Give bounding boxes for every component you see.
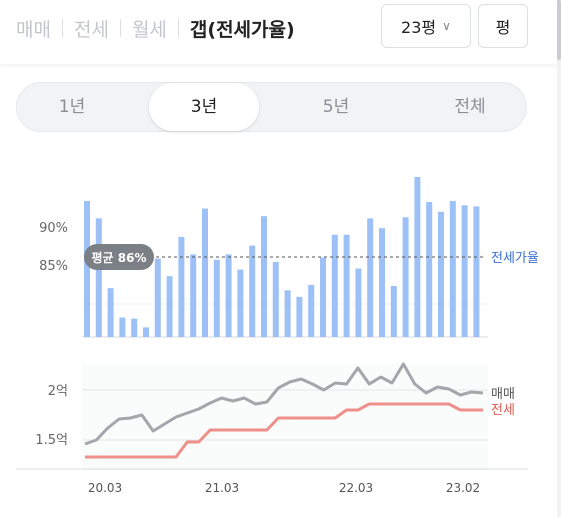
tab-jeonse[interactable]: 전세 [73,18,109,41]
price-series-line [84,362,484,446]
ratio-bar [131,318,138,337]
ratio-bar [308,284,315,337]
price-xtick: 22.03 [339,481,373,495]
ratio-bar [379,228,385,337]
average-badge [84,244,154,270]
ratio-bar [390,285,397,337]
period-1y[interactable]: 1년 [58,97,86,117]
ratio-series-label: 전세가율 [491,251,539,266]
period-5y[interactable]: 5년 [322,97,350,117]
tab-gap-ratio[interactable]: 갭(전세가율) [189,18,295,41]
ratio-bar [296,296,303,337]
ratio-bar [202,208,208,337]
ratio-bar [143,327,149,337]
ratio-bar [107,288,114,337]
price-ytick-2: 2억 [48,384,68,399]
ratio-bar [426,202,433,337]
chevron-down-icon: ∨ [442,19,451,33]
ratio-bar [154,258,161,337]
ratio-bar [331,234,338,337]
ratio-bar [213,259,220,337]
period-all[interactable]: 전체 [454,97,486,117]
pyeong-select[interactable]: 23평 ∨ [381,4,471,48]
price-ytick-1-5: 1.5억 [35,433,68,448]
ratio-bar [190,254,197,337]
trade-type-tabs: 매매 전세 월세 갭(전세가율) [16,12,295,44]
average-label: 평균 86% [92,251,147,265]
ratio-bar [119,317,126,337]
tab-sale[interactable]: 매매 [16,18,51,41]
ratio-bar [449,200,456,337]
ratio-bar [237,269,244,337]
price-xtick: 21.03 [205,481,239,495]
price-series-label: 전세 [491,403,515,418]
ratio-bar [166,276,173,337]
ratio-bar [320,257,326,337]
price-xtick: 23.02 [446,481,480,495]
ratio-ytick-85: 85% [39,259,68,274]
tab-divider [177,19,179,37]
ratio-bar [473,206,480,337]
ratio-bar [343,234,350,337]
ratio-bar [284,290,291,337]
ratio-bar [414,176,421,337]
ratio-bar [84,200,90,337]
ratio-bar [461,205,468,337]
tab-divider [61,19,63,37]
ratio-bar [367,218,374,337]
period-selector: 1년 3년 5년 전체 [16,82,527,132]
top-bar: 매매 전세 월세 갭(전세가율) 23평 ∨ 평 [0,0,557,64]
ratio-bar [225,254,232,337]
ratio-bar [261,216,267,337]
ratio-bar [402,217,409,337]
ratio-bar [249,245,256,337]
period-3y[interactable]: 3년 [149,83,259,131]
ratio-bar [95,218,102,337]
ratio-bar [272,261,279,337]
pyeong-select-value: 23평 [401,18,437,37]
ratio-bar [355,268,362,337]
tab-monthly-rent[interactable]: 월세 [131,18,167,41]
price-series-line [85,402,483,459]
tab-divider [119,19,121,37]
scrollbar-thumb[interactable] [557,0,561,60]
pyeong-unit-button[interactable]: 평 [478,4,528,48]
ratio-bar [178,236,185,337]
price-xtick: 20.03 [88,481,122,495]
ratio-bar [438,211,444,337]
pyeong-unit-label: 평 [495,18,511,37]
price-series-label: 매매 [491,387,515,402]
scrollbar[interactable] [557,0,561,517]
ratio-ytick-90: 90% [39,221,68,236]
